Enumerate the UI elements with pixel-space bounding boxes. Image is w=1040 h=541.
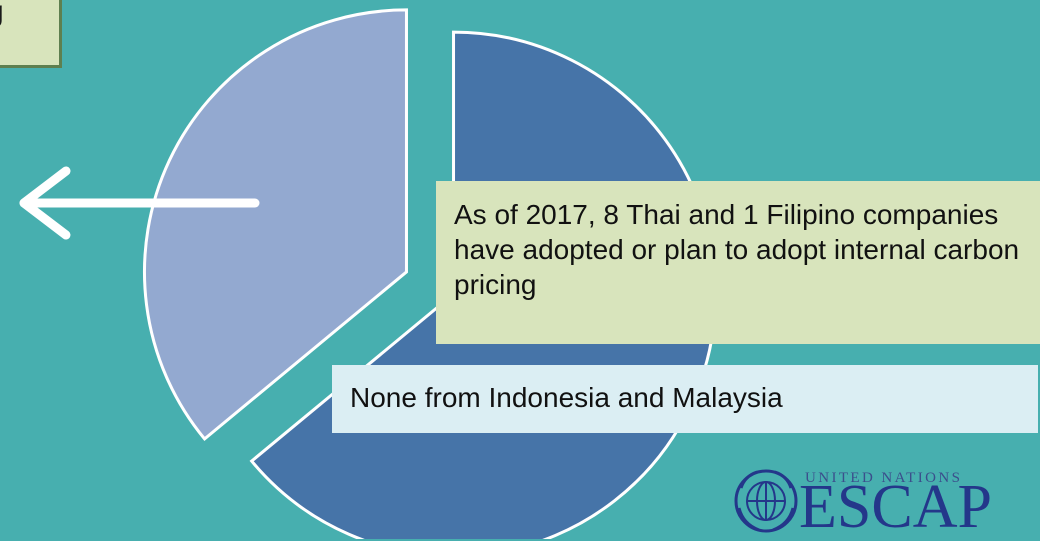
un-emblem-icon [734,469,798,533]
left-arrow-icon [19,166,260,240]
pie-slice-small-segment [143,8,408,442]
logo-name-text: ESCAP [799,473,992,541]
adoption-callout: As of 2017, 8 Thai and 1 Filipino compan… [436,181,1040,344]
un-escap-logo: UNITED NATIONS ESCAP [733,466,1033,541]
partial-label-text: g [0,0,4,29]
logo-org-text: UNITED NATIONS [805,470,963,486]
partial-label-box: g [0,0,62,68]
none-callout: None from Indonesia and Malaysia [332,365,1038,433]
